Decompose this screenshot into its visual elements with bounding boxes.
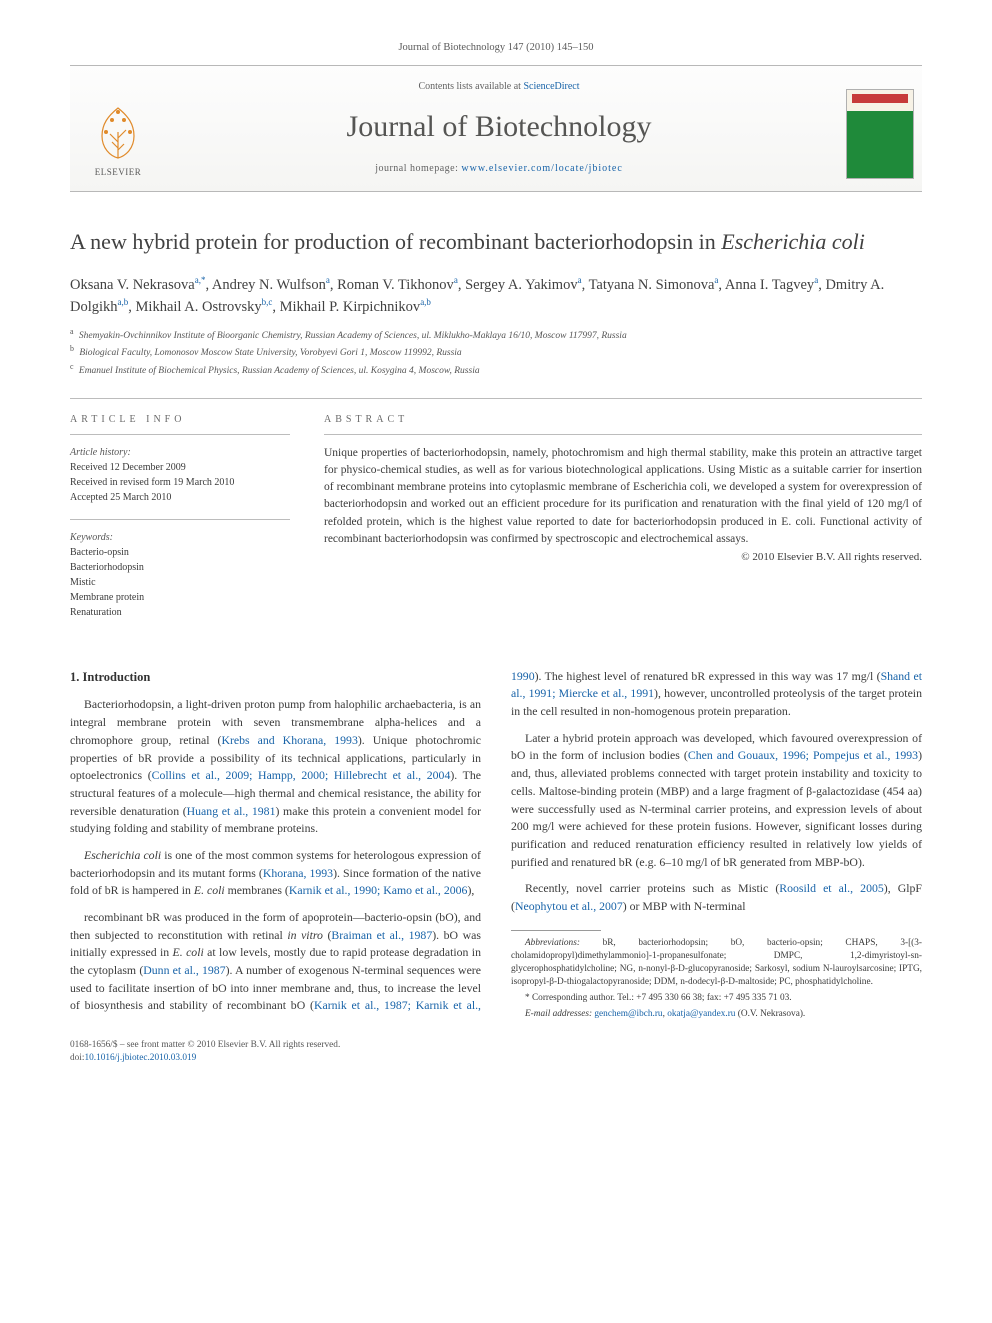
- corr-label: * Corresponding author.: [525, 993, 615, 1003]
- article-title: A new hybrid protein for production of r…: [70, 228, 922, 257]
- section-title: Introduction: [83, 670, 151, 684]
- history-line: Accepted 25 March 2010: [70, 490, 290, 505]
- cover-thumb-wrap: [840, 89, 914, 179]
- section-heading: 1. Introduction: [70, 668, 481, 687]
- email-link-2[interactable]: okatja@yandex.ru: [667, 1009, 735, 1019]
- affiliations: a Shemyakin-Ovchinnikov Institute of Bio…: [70, 326, 922, 378]
- keyword-line: Mistic: [70, 575, 290, 590]
- history-line: Received in revised form 19 March 2010: [70, 475, 290, 490]
- keywords-label: Keywords:: [70, 530, 290, 545]
- abstract-heading: abstract: [324, 413, 922, 435]
- info-divider: [70, 519, 290, 520]
- front-matter-pre: 0168-1656/$ – see front matter: [70, 1040, 187, 1050]
- keyword-line: Bacterio-opsin: [70, 545, 290, 560]
- title-text: A new hybrid protein for production of r…: [70, 229, 721, 254]
- email-line: E-mail addresses: genchem@ibch.ru, okatj…: [511, 1008, 922, 1021]
- authors: Oksana V. Nekrasovaa,*, Andrey N. Wulfso…: [70, 274, 922, 318]
- doi-label: doi:: [70, 1053, 84, 1063]
- history-label: Article history:: [70, 445, 290, 460]
- body-paragraph: Bacteriorhodopsin, a light-driven proton…: [70, 696, 481, 838]
- footnotes: Abbreviations: bR, bacteriorhodopsin; bO…: [511, 937, 922, 1021]
- keyword-line: Membrane protein: [70, 590, 290, 605]
- journal-cover-icon: [846, 89, 914, 179]
- affiliation-line: b Biological Faculty, Lomonosov Moscow S…: [70, 343, 922, 360]
- abbreviations-line: Abbreviations: bR, bacteriorhodopsin; bO…: [511, 937, 922, 989]
- body-paragraph: Escherichia coli is one of the most comm…: [70, 847, 481, 900]
- contents-line: Contents lists available at ScienceDirec…: [170, 80, 828, 95]
- homepage-prefix: journal homepage:: [375, 163, 461, 174]
- front-matter-copy: © 2010 Elsevier B.V. All rights reserved…: [187, 1040, 340, 1050]
- front-matter-line: 0168-1656/$ – see front matter © 2010 El…: [70, 1039, 922, 1052]
- doi-link[interactable]: 10.1016/j.jbiotec.2010.03.019: [84, 1053, 196, 1063]
- info-abstract-row: article info Article history: Received 1…: [70, 398, 922, 634]
- keywords-block: Keywords: Bacterio-opsinBacteriorhodopsi…: [70, 530, 290, 620]
- keyword-line: Bacteriorhodopsin: [70, 560, 290, 575]
- running-head: Journal of Biotechnology 147 (2010) 145–…: [70, 40, 922, 55]
- history-line: Received 12 December 2009: [70, 460, 290, 475]
- footnotes-rule: [511, 930, 601, 931]
- email-label: E-mail addresses:: [525, 1009, 592, 1019]
- keyword-line: Renaturation: [70, 605, 290, 620]
- article-info-column: article info Article history: Received 1…: [70, 413, 290, 634]
- body-columns: 1. Introduction Bacteriorhodopsin, a lig…: [70, 668, 922, 1021]
- abstract-column: abstract Unique properties of bacteriorh…: [324, 413, 922, 634]
- corresponding-author-line: * Corresponding author. Tel.: +7 495 330…: [511, 992, 922, 1005]
- section-number: 1.: [70, 670, 79, 684]
- homepage-link[interactable]: www.elsevier.com/locate/jbiotec: [461, 163, 622, 174]
- title-species: Escherichia coli: [721, 229, 865, 254]
- body-paragraph: Recently, novel carrier proteins such as…: [511, 880, 922, 915]
- article-history-block: Article history: Received 12 December 20…: [70, 445, 290, 505]
- corr-text: Tel.: +7 495 330 66 38; fax: +7 495 335 …: [617, 993, 791, 1003]
- email-tail: (O.V. Nekrasova).: [735, 1009, 805, 1019]
- masthead-center: Contents lists available at ScienceDirec…: [170, 80, 828, 179]
- publisher-name: ELSEVIER: [95, 166, 142, 179]
- elsevier-tree-icon: [90, 102, 146, 164]
- masthead: ELSEVIER Contents lists available at Sci…: [70, 65, 922, 192]
- journal-title: Journal of Biotechnology: [170, 105, 828, 149]
- affiliation-line: c Emanuel Institute of Biochemical Physi…: [70, 361, 922, 378]
- email-link-1[interactable]: genchem@ibch.ru: [594, 1009, 662, 1019]
- body-paragraph: Later a hybrid protein approach was deve…: [511, 730, 922, 872]
- affiliation-line: a Shemyakin-Ovchinnikov Institute of Bio…: [70, 326, 922, 343]
- abstract-text: Unique properties of bacteriorhodopsin, …: [324, 445, 922, 549]
- abbrev-label: Abbreviations:: [525, 938, 580, 948]
- homepage-line: journal homepage: www.elsevier.com/locat…: [170, 162, 828, 177]
- abstract-copyright: © 2010 Elsevier B.V. All rights reserved…: [324, 550, 922, 566]
- doi-line: doi:10.1016/j.jbiotec.2010.03.019: [70, 1052, 922, 1065]
- article-info-heading: article info: [70, 413, 290, 435]
- publisher-block: ELSEVIER: [78, 102, 158, 179]
- footer-bar: 0168-1656/$ – see front matter © 2010 El…: [70, 1039, 922, 1065]
- sciencedirect-link[interactable]: ScienceDirect: [523, 81, 579, 92]
- contents-prefix: Contents lists available at: [418, 81, 523, 92]
